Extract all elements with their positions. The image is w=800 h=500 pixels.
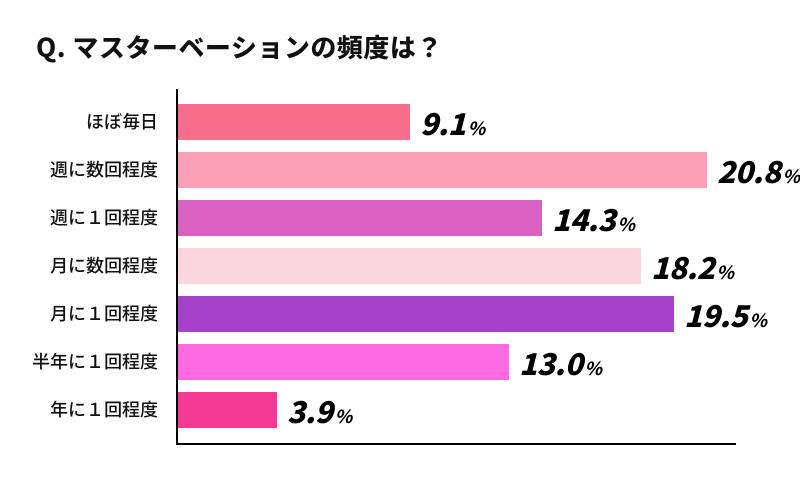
bar-row: 週に数回程度20.8% [178,149,736,191]
percent-sign: % [335,403,352,429]
value-label: 9.1% [420,100,485,144]
category-label: 年に１回程度 [28,400,168,420]
value-number: 18.2 [651,244,714,288]
value-number: 19.5 [684,292,747,336]
bar [178,152,707,188]
bar-row: 月に１回程度19.5% [178,293,736,335]
chart-title: Q. マスターベーションの頻度は？ [36,28,764,65]
percent-sign: % [468,115,485,141]
bar-row: 月に数回程度18.2% [178,245,736,287]
value-number: 9.1 [420,100,466,144]
value-label: 18.2% [651,244,733,288]
category-label: 週に数回程度 [28,160,168,180]
bar [178,248,641,284]
category-label: 半年に１回程度 [28,352,168,372]
bar [178,392,277,428]
value-label: 19.5% [684,292,766,336]
percent-sign: % [716,259,733,285]
value-number: 3.9 [287,388,333,432]
category-label: 月に数回程度 [28,256,168,276]
value-label: 13.0% [519,340,601,384]
chart-container: Q. マスターベーションの頻度は？ ほぼ毎日9.1%週に数回程度20.8%週に１… [0,0,800,465]
percent-sign: % [584,355,601,381]
bar-row: 週に１回程度14.3% [178,197,736,239]
category-label: 週に１回程度 [28,208,168,228]
bar-chart: ほぼ毎日9.1% 週に数回程度20.8% 週に１回程度14.3% 月に数回程度18.2… [176,89,736,445]
bar [178,344,509,380]
value-number: 14.3 [552,196,615,240]
percent-sign: % [617,211,634,237]
category-label: ほぼ毎日 [28,112,168,132]
bar-row: ほぼ毎日9.1% [178,101,736,143]
category-label: 月に１回程度 [28,304,168,324]
bar [178,104,410,140]
bar-row: 半年に１回程度13.0% [178,341,736,383]
value-label: 20.8% [717,148,799,192]
value-label: 3.9% [287,388,352,432]
bar-row: 年に１回程度3.9% [178,389,736,431]
percent-sign: % [749,307,766,333]
bar [178,296,674,332]
value-label: 14.3% [552,196,634,240]
value-number: 13.0 [519,340,582,384]
bar [178,200,542,236]
percent-sign: % [782,163,799,189]
value-number: 20.8 [717,148,780,192]
